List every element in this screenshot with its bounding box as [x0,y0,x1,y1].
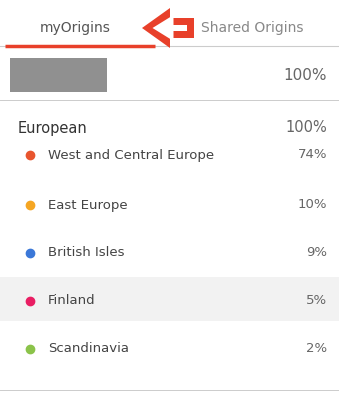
Text: 2%: 2% [306,343,327,355]
Text: 5%: 5% [306,295,327,308]
Text: 9%: 9% [306,246,327,259]
Text: Shared Origins: Shared Origins [201,21,303,35]
Text: myOrigins: myOrigins [40,21,111,35]
Bar [10,58,107,92]
Text: West and Central Europe: West and Central Europe [48,148,214,162]
Polygon shape [142,8,194,48]
Polygon shape [153,15,187,41]
Text: 100%: 100% [285,121,327,135]
Text: Finland: Finland [48,295,96,308]
Text: 100%: 100% [283,68,327,82]
Text: British Isles: British Isles [48,246,124,259]
Bar [0,277,339,321]
Text: 74%: 74% [298,148,327,162]
Text: European: European [18,121,88,135]
Text: 10%: 10% [298,199,327,211]
Text: East Europe: East Europe [48,199,127,211]
Text: Scandinavia: Scandinavia [48,343,129,355]
